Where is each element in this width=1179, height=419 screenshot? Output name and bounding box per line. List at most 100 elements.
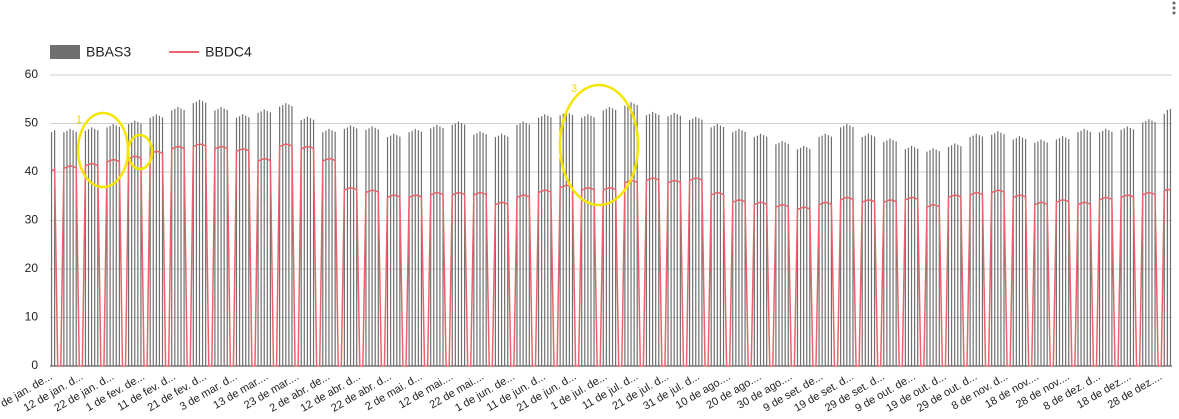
bar [615,109,617,367]
y-tick-label: 0 [31,358,38,372]
bar [504,135,506,366]
bar [864,135,866,366]
bar [1105,128,1107,366]
bar [525,123,527,366]
bar [861,137,863,366]
bar [648,113,651,366]
bar [910,145,913,366]
bar [377,129,379,366]
bar [371,126,373,366]
bar [519,123,521,366]
bar [1015,138,1017,366]
bar [334,131,336,366]
bar [494,137,497,366]
bar [926,151,928,366]
bar [390,135,392,366]
bar [522,121,524,366]
highlight-ellipse [558,83,640,207]
bar [852,126,854,367]
bar [442,127,444,367]
bar [134,120,136,366]
bar [161,117,164,366]
menu-dot [1172,6,1176,10]
bar [981,136,984,366]
marks [50,99,1172,367]
bar [670,114,672,367]
bar [457,121,460,366]
menu-icon[interactable] [1172,1,1176,15]
bar [1123,128,1125,366]
bar [500,133,503,366]
bar [454,123,456,366]
bar [115,125,117,366]
bar [692,118,694,367]
bar [741,130,743,366]
bar [1068,139,1070,366]
bar [935,149,937,366]
bar [732,132,734,366]
bar [177,107,179,366]
bar [722,126,725,367]
y-tick-label: 20 [25,261,39,275]
bar [587,114,589,366]
bar [356,128,358,366]
bar [870,135,873,366]
bar [568,113,570,366]
bar [1111,131,1113,366]
bar [744,131,746,366]
bar [195,101,198,367]
bar [269,112,271,366]
bar [1142,122,1144,366]
bar [584,116,586,366]
bar [1037,141,1039,366]
bar [257,112,259,366]
bar [1040,139,1042,366]
bar [325,130,327,366]
bar [1046,142,1048,366]
bar [396,135,398,366]
bar [809,148,811,366]
bar [192,103,194,366]
bar [991,134,993,366]
bar [112,123,114,366]
highlight-ellipse [126,133,154,171]
bar [846,123,848,366]
bar [756,135,759,366]
bar [436,124,438,366]
bar [235,117,238,367]
bar [914,147,916,366]
bar [818,137,820,366]
bar [892,139,894,366]
bar [291,106,293,366]
bar [630,102,632,366]
bar [1151,120,1153,366]
bar [883,141,885,366]
bar [633,103,635,367]
bar [719,125,722,366]
y-tick-label: 50 [25,116,39,130]
bar [1065,137,1067,366]
bar [1086,130,1088,366]
bar [1000,132,1002,366]
bar [54,130,56,366]
bar [873,136,876,366]
bar [972,135,974,366]
bar [414,128,416,366]
bar [343,128,345,366]
bar [420,131,423,366]
bar [87,129,90,366]
bar [155,114,157,366]
bar [94,128,96,366]
bar [306,116,308,367]
bar [1145,121,1147,366]
bar [562,113,564,366]
bar [611,108,614,366]
bar [288,104,290,367]
bar [463,124,466,366]
bar [827,135,829,366]
bar [408,132,410,366]
bar [710,127,712,366]
bar [152,116,154,366]
bar [627,104,629,366]
bar [824,133,826,366]
